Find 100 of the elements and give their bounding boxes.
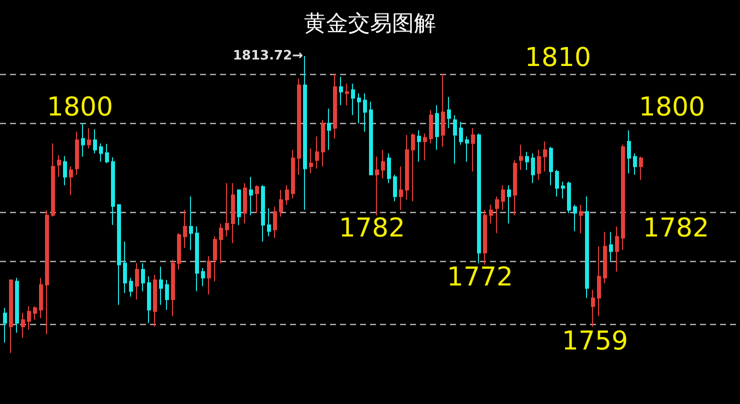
candlestick <box>189 196 193 250</box>
candlestick <box>375 156 379 216</box>
candlestick <box>387 152 391 184</box>
candlestick <box>333 73 337 140</box>
annotation: 1759 <box>562 326 628 356</box>
candlestick <box>213 236 217 282</box>
candlestick <box>291 149 295 200</box>
candlestick <box>573 204 577 232</box>
annotation: 1813.72→ <box>232 48 304 64</box>
candlestick <box>393 174 397 202</box>
candlestick <box>381 149 385 179</box>
candlestick <box>153 274 157 328</box>
candlestick <box>579 204 583 234</box>
candlestick <box>603 231 607 284</box>
candlestick <box>171 259 175 317</box>
candlestick <box>429 110 433 144</box>
annotation: 1800 <box>638 92 706 122</box>
candlestick <box>561 181 565 200</box>
candlestick <box>165 279 169 310</box>
candlestick <box>339 76 343 106</box>
candlestick <box>57 154 61 178</box>
candlestick <box>459 121 463 146</box>
candlestick <box>417 130 421 162</box>
candlestick <box>597 246 601 317</box>
candlestick <box>639 156 643 180</box>
candlestick <box>123 241 127 294</box>
candlestick <box>453 114 457 164</box>
candlestick <box>351 83 355 116</box>
candlestick <box>405 134 409 200</box>
candlestick <box>477 133 481 264</box>
candlestick <box>501 184 505 210</box>
candlestick <box>225 182 229 238</box>
candlestick <box>423 133 427 161</box>
candlestick <box>285 184 289 206</box>
candlestick <box>327 108 331 150</box>
candlestick <box>201 268 205 287</box>
candlestick <box>465 136 469 162</box>
candlestick <box>261 184 265 242</box>
candlestick <box>549 146 553 186</box>
candlestick <box>93 128 97 154</box>
candlestick <box>543 141 547 172</box>
candlestick <box>63 156 67 186</box>
candlestick <box>513 160 517 216</box>
candlestick <box>15 277 19 334</box>
candlestick <box>321 119 325 167</box>
candlestick <box>633 152 637 176</box>
candlestick <box>231 182 235 244</box>
candlestick <box>495 196 499 234</box>
candlestick <box>243 182 247 224</box>
candlestick <box>357 92 361 124</box>
candlestick <box>471 128 475 172</box>
candlestick <box>33 306 37 320</box>
annotation: 1800 <box>46 92 114 122</box>
candlestick <box>75 131 79 176</box>
candlestick <box>555 170 559 197</box>
candlestick <box>147 276 151 324</box>
candlestick <box>255 184 259 214</box>
annotation: 1772 <box>446 262 514 293</box>
annotation: 1782 <box>642 214 710 244</box>
candlestick <box>129 277 133 298</box>
candlestick <box>69 166 73 196</box>
candlestick <box>585 196 589 299</box>
candlestick <box>507 184 511 224</box>
candlestick <box>567 181 571 214</box>
candlestick <box>537 149 541 180</box>
candlestick <box>489 204 493 224</box>
candlestick <box>111 156 115 226</box>
candlestick <box>21 312 25 338</box>
candlestick <box>519 144 523 171</box>
candlestick <box>141 262 145 292</box>
candlestick <box>195 226 199 292</box>
candlestick <box>447 96 451 129</box>
candlestick <box>591 289 595 328</box>
candlestick <box>525 151 529 171</box>
candlestick <box>9 279 13 354</box>
candlestick <box>3 307 7 344</box>
candlestick <box>51 142 55 218</box>
candlestick <box>273 206 277 239</box>
candlestick <box>105 143 109 164</box>
candlestick <box>345 83 349 106</box>
candlestick <box>81 122 85 158</box>
candlestick <box>177 232 181 270</box>
candlestick <box>135 262 139 300</box>
candlestick <box>87 128 91 149</box>
candlestick <box>483 209 487 266</box>
candlestick <box>369 101 373 176</box>
annotation: 1782 <box>338 214 406 244</box>
candlestick <box>183 209 187 248</box>
candlestick <box>117 204 121 306</box>
candlestick <box>207 256 211 295</box>
candlestick <box>159 266 163 306</box>
candlestick <box>27 306 31 330</box>
candlestick <box>609 231 613 262</box>
candlestick <box>249 176 253 216</box>
candlestick <box>267 208 271 237</box>
candlestick <box>615 226 619 272</box>
candlestick <box>279 189 283 218</box>
candlestick <box>399 166 403 210</box>
candlestick <box>237 189 241 226</box>
candlestick <box>303 56 307 210</box>
